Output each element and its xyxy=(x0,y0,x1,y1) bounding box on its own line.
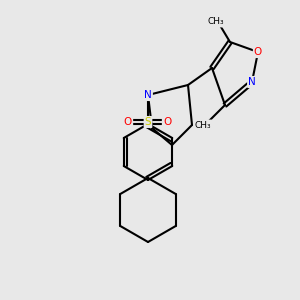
Text: N: N xyxy=(144,90,152,100)
Text: CH₃: CH₃ xyxy=(208,17,224,26)
Text: CH₃: CH₃ xyxy=(195,121,211,130)
Text: O: O xyxy=(254,47,262,57)
Text: N: N xyxy=(248,77,256,87)
Text: O: O xyxy=(163,117,171,127)
Text: O: O xyxy=(124,117,132,127)
Text: S: S xyxy=(145,117,151,127)
